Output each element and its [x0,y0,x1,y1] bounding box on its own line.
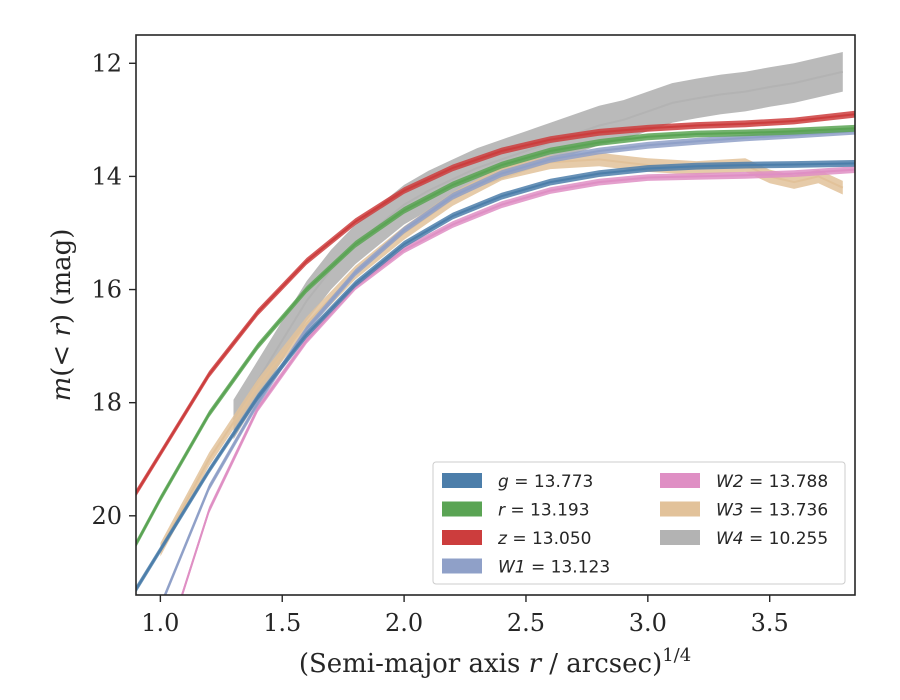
series-line-w2 [181,168,855,595]
legend: g = 13.773 r = 13.193 z = 13.050 W1 = 13.12… [432,461,846,585]
x-tick-label: 1.0 [141,609,179,637]
y-tick-label: 16 [91,276,122,304]
series-line-z [136,113,855,494]
legend-label-g: g = 13.773 [498,472,593,492]
y-axis-label: m(< r) (mag) [47,229,77,402]
series-line-r [136,127,855,545]
y-axis: 12 14 16 18 20 [91,49,136,530]
y-tick-label: 14 [91,162,122,190]
legend-label-w2: W2 = 13.788 [716,472,828,492]
x-axis-label: (Semi-major axis r / arcsec)1/4 [299,645,691,679]
legend-label-w1: W1 = 13.123 [498,558,610,578]
x-tick-label: 1.5 [263,609,301,637]
y-tick-label: 12 [91,49,122,77]
series-line-w1 [163,130,855,595]
legend-swatch-w3 [660,501,700,517]
x-tick-label: 3.5 [751,609,789,637]
legend-swatch-w1 [442,558,482,574]
x-tick-label: 3.0 [629,609,667,637]
y-tick-label: 18 [91,389,122,417]
legend-label-z: z = 13.050 [497,529,591,549]
plot-frame [135,34,856,596]
x-tick-label: 2.0 [385,609,423,637]
legend-swatch-g [442,473,482,488]
legend-swatch-w2 [660,473,700,488]
legend-label-r: r = 13.193 [498,501,590,521]
legend-box [432,461,846,585]
legend-label-w4: W4 = 10.255 [716,529,828,549]
x-tick-label: 2.5 [507,609,545,637]
series-line-g [136,162,855,590]
legend-swatch-z [442,530,482,545]
x-axis: 1.0 1.5 2.0 2.5 3.0 3.5 [141,595,789,637]
legend-label-w3: W3 = 13.736 [716,501,828,521]
y-tick-label: 20 [91,502,122,530]
series-layer [136,52,855,595]
legend-swatch-w4 [660,530,700,545]
legend-swatch-r [442,501,482,517]
